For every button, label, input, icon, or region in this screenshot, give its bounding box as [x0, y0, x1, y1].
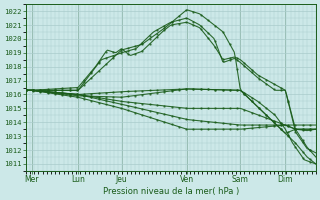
X-axis label: Pression niveau de la mer( hPa ): Pression niveau de la mer( hPa ) [103, 187, 239, 196]
